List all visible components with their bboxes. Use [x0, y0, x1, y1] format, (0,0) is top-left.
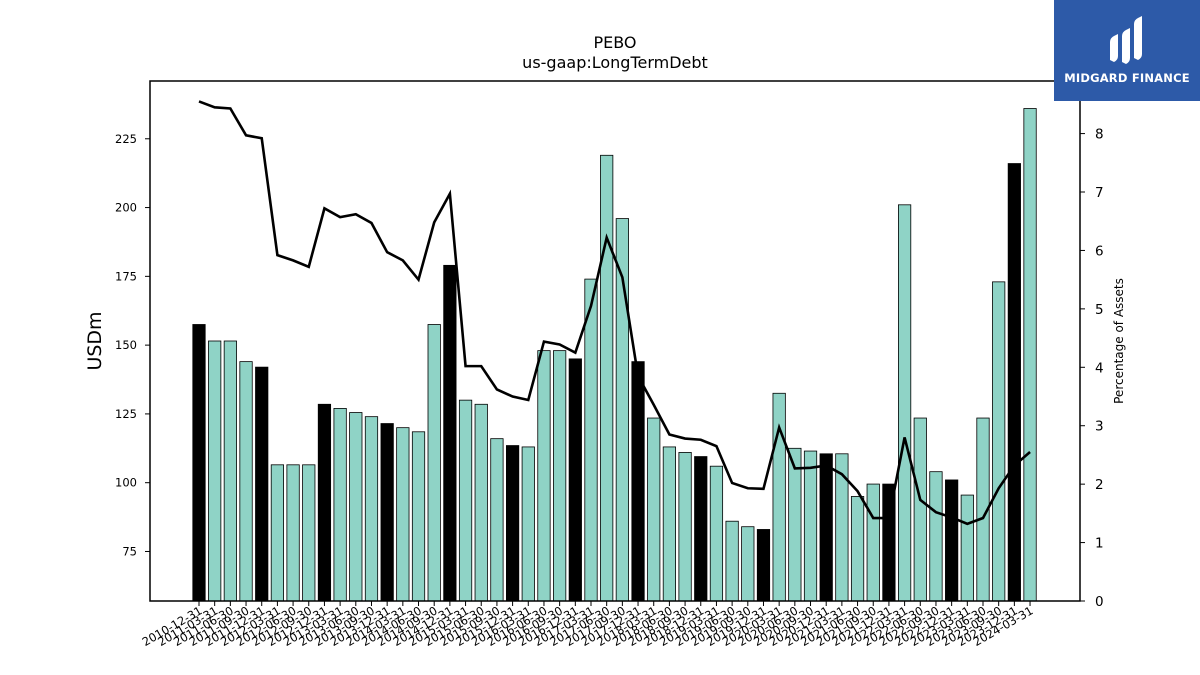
bar: [223, 340, 237, 602]
bar: [600, 154, 614, 602]
bar: [756, 529, 771, 602]
y-tick-label: 225: [115, 132, 137, 146]
bar: [1023, 108, 1037, 602]
bar: [411, 431, 426, 602]
bar: [788, 447, 802, 602]
bar: [945, 479, 959, 602]
bar: [270, 464, 285, 602]
bar: [490, 438, 504, 602]
plot-frame: [149, 80, 1081, 602]
y-tick-label: 100: [115, 476, 137, 490]
bar: [380, 423, 394, 602]
logo-text: MIDGARD FINANCE: [1064, 71, 1190, 85]
bar: [505, 445, 520, 602]
y2-tick-label: 3: [1095, 419, 1104, 435]
chart-title: PEBO: [593, 33, 636, 52]
bar: [866, 483, 880, 602]
bar: [898, 204, 912, 602]
bar: [1007, 163, 1021, 602]
bar: [850, 496, 865, 602]
bar: [333, 408, 347, 602]
bar: [364, 416, 379, 602]
bar: [255, 366, 269, 602]
y2-tick-label: 5: [1095, 302, 1104, 318]
bar: [647, 417, 661, 602]
chart-subtitle: us-gaap:LongTermDebt: [522, 53, 708, 72]
bar: [631, 361, 645, 602]
y2-tick-label: 1: [1095, 536, 1104, 552]
bar: [458, 399, 473, 602]
bar: [286, 464, 300, 602]
bar: [960, 494, 974, 602]
bar: [803, 450, 818, 602]
bar: [568, 358, 582, 602]
brand-logo: MIDGARD FINANCE: [1054, 0, 1200, 101]
y2-tick-label: 8: [1095, 127, 1104, 143]
y2-axis-label: Percentage of Assets: [1112, 278, 1126, 404]
bar: [349, 412, 363, 602]
bar: [239, 361, 253, 602]
bar: [396, 427, 410, 602]
bar: [678, 452, 692, 602]
y-tick-label: 150: [115, 338, 137, 352]
y2-tick-label: 7: [1095, 185, 1104, 201]
y-tick-label: 175: [115, 269, 137, 283]
y-tick-label: 75: [122, 544, 137, 558]
bar: [537, 350, 551, 602]
bar: [443, 264, 457, 602]
bar: [192, 324, 206, 602]
y-axis-label: USDm: [84, 311, 106, 370]
bar: [474, 403, 488, 602]
bar: [302, 464, 316, 602]
bar: [427, 324, 441, 602]
percentage-line: [198, 100, 1031, 526]
y-tick-label: 125: [115, 407, 137, 421]
bar: [317, 403, 332, 602]
bar: [521, 446, 535, 602]
bar: [208, 340, 222, 602]
bar: [913, 417, 927, 602]
bar: [992, 281, 1006, 602]
y2-tick-label: 0: [1095, 594, 1104, 610]
bar: [662, 446, 677, 602]
bar: [725, 520, 739, 602]
y2-tick-label: 2: [1095, 477, 1104, 493]
midgard-logo-icon: [1110, 16, 1142, 64]
y-tick-label: 200: [115, 201, 137, 215]
bar: [584, 278, 598, 602]
bar: [741, 526, 755, 602]
bar: [709, 465, 724, 602]
y2-tick-label: 6: [1095, 243, 1104, 259]
bar: [694, 456, 708, 602]
bar: [553, 350, 567, 602]
bar: [929, 471, 943, 602]
y2-tick-label: 4: [1095, 360, 1104, 376]
bar: [819, 453, 833, 602]
